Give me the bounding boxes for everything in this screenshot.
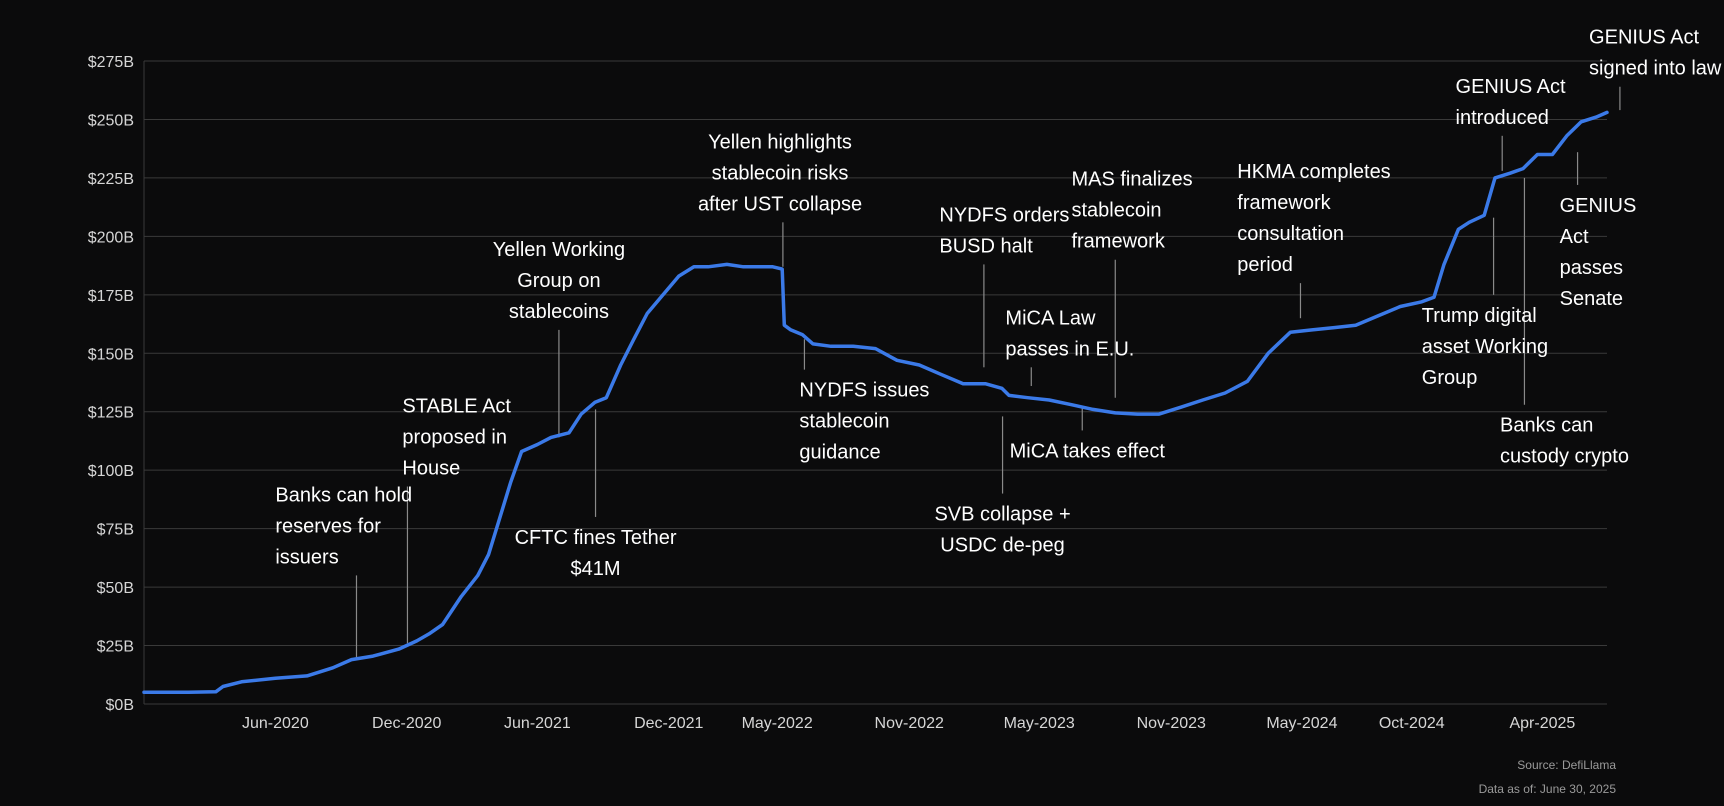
x-tick-label: Jun-2021 [504, 715, 571, 732]
annotation-label: asset Working [1422, 336, 1548, 358]
annotation-label: stablecoin [799, 411, 889, 433]
y-tick-label: $225B [88, 171, 134, 188]
annotation-label: framework [1071, 231, 1165, 253]
annotation-label: stablecoin risks [712, 162, 849, 184]
annotation-label: proposed in [402, 427, 507, 449]
x-tick-label: May-2022 [742, 715, 813, 732]
annotation-label: USDC de-peg [940, 535, 1065, 557]
annotation-label: passes in E.U. [1005, 338, 1134, 360]
source-note: Source: DefiLlama [1517, 758, 1616, 772]
annotation-label: MiCA Law [1005, 307, 1096, 329]
annotation-label: GENIUS [1560, 195, 1637, 217]
annotation-label: GENIUS Act [1456, 76, 1566, 98]
y-tick-label: $100B [88, 463, 134, 480]
annotation-label: stablecoins [509, 301, 609, 323]
y-axis-ticks: $0B $25B $50B $75B $100B $125B $150B $175B $200B… [88, 54, 134, 714]
x-axis-ticks: Jun-2020 Dec-2020 Jun-2021 Dec-2021 May-2022… [242, 715, 1575, 732]
annotation-label: NYDFS orders [939, 204, 1069, 226]
annotation-label: NYDFS issues [799, 380, 929, 402]
x-tick-label: May-2023 [1004, 715, 1075, 732]
series-layer [142, 110, 1609, 695]
annotation-label: passes [1560, 257, 1623, 279]
y-tick-label: $150B [88, 346, 134, 363]
series-line-0 [142, 110, 1609, 695]
annotation-labels: Banks can hold reserves for issuers STABLE … [275, 27, 1722, 580]
annotation-label: consultation [1237, 223, 1344, 245]
x-tick-label: Dec-2020 [372, 715, 441, 732]
annotation-label: period [1237, 254, 1293, 276]
annotation-label: SVB collapse + [934, 504, 1070, 526]
annotation-label: HKMA completes [1237, 161, 1390, 183]
annotation-label: Group on [517, 270, 600, 292]
annotation-label: GENIUS Act [1589, 27, 1699, 49]
annotation-label: STABLE Act [402, 396, 511, 418]
annotation-label: stablecoin [1071, 200, 1161, 222]
x-tick-label: Nov-2022 [875, 715, 944, 732]
y-tick-label: $175B [88, 288, 134, 305]
x-tick-label: Jun-2020 [242, 715, 309, 732]
y-tick-label: $275B [88, 54, 134, 71]
annotation-label: Yellen highlights [708, 131, 852, 153]
annotation-label: Yellen Working [493, 239, 625, 261]
annotation-label: Act [1560, 226, 1589, 248]
annotation-label: BUSD halt [939, 235, 1033, 257]
x-tick-label: Dec-2021 [634, 715, 703, 732]
annotation-leaders [355, 86, 1621, 658]
annotation-label: MAS finalizes [1071, 169, 1192, 191]
annotation-label: guidance [799, 442, 880, 464]
annotation-label: reserves for [275, 515, 381, 537]
y-tick-label: $200B [88, 229, 134, 246]
gridlines [143, 60, 1607, 705]
y-tick-label: $0B [106, 697, 134, 714]
data-as-of-note: Data as of: June 30, 2025 [1479, 782, 1617, 796]
annotation-label: custody crypto [1500, 446, 1629, 468]
x-tick-label: Apr-2025 [1509, 715, 1575, 732]
annotation-label: CFTC fines Tether [515, 527, 677, 549]
annotation-label: introduced [1456, 107, 1549, 129]
y-tick-label: $250B [88, 112, 134, 129]
annotation-label: Group [1422, 367, 1478, 389]
annotation-label: Senate [1560, 288, 1623, 310]
y-tick-label: $125B [88, 405, 134, 422]
annotation-label: after UST collapse [698, 193, 862, 215]
annotation-label: Banks can hold [275, 484, 412, 506]
annotation-label: MiCA takes effect [1010, 440, 1166, 462]
x-tick-label: May-2024 [1266, 715, 1337, 732]
annotation-label: signed into law [1589, 58, 1722, 80]
y-tick-label: $75B [97, 522, 134, 539]
annotation-label: $41M [571, 558, 621, 580]
annotation-label: Trump digital [1422, 305, 1537, 327]
x-tick-label: Oct-2024 [1379, 715, 1445, 732]
annotation-label: framework [1237, 192, 1331, 214]
annotation-label: Banks can [1500, 415, 1593, 437]
y-tick-label: $25B [97, 639, 134, 656]
y-tick-label: $50B [97, 580, 134, 597]
x-tick-label: Nov-2023 [1137, 715, 1206, 732]
annotation-label: House [402, 458, 460, 480]
annotation-label: issuers [275, 546, 338, 568]
